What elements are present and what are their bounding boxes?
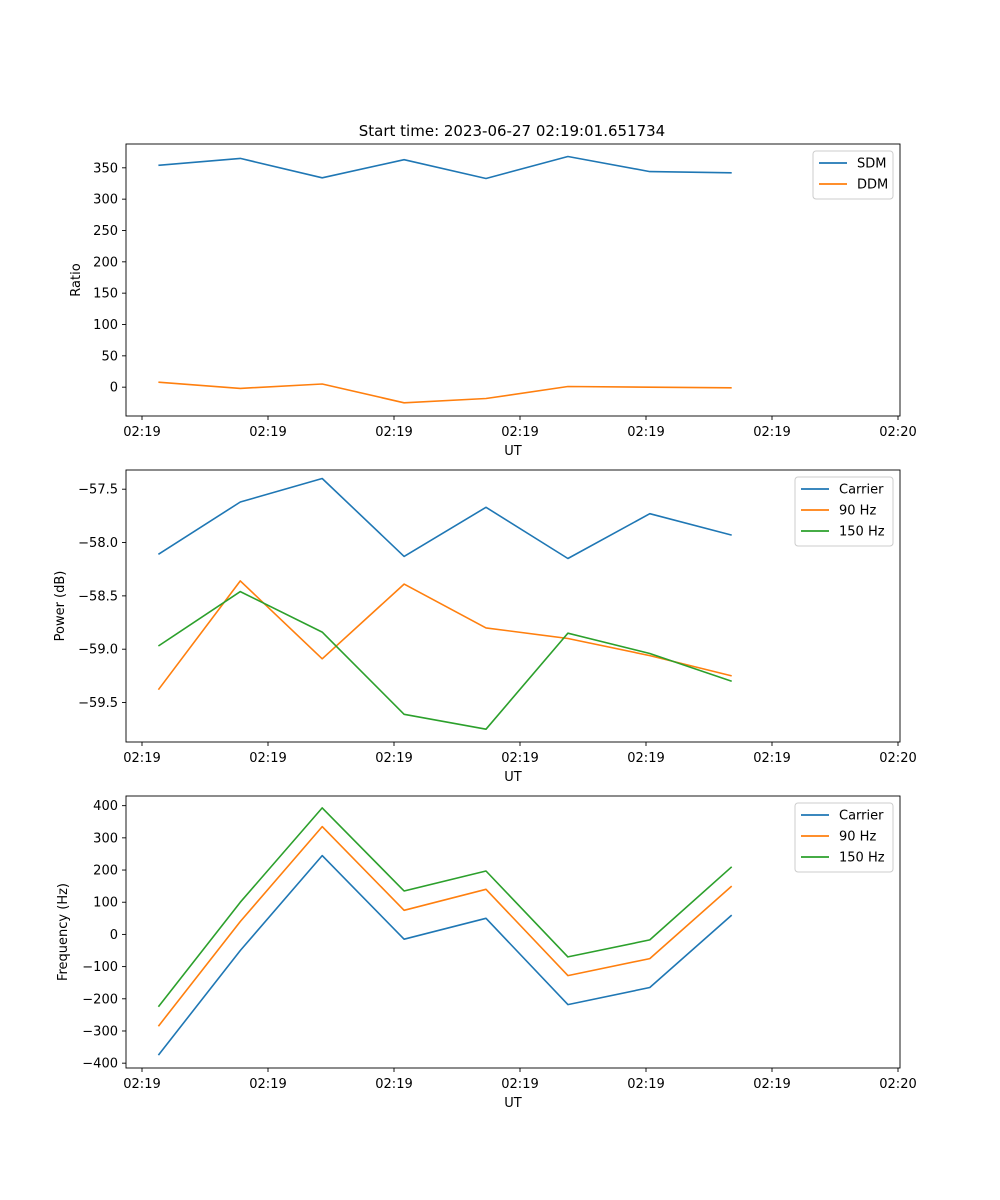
y-tick-label: 250 xyxy=(93,224,118,239)
y-tick-label: 200 xyxy=(93,864,118,879)
y-tick-label: 400 xyxy=(93,799,118,814)
legend-label: SDM xyxy=(857,157,886,172)
x-tick-label: 02:19 xyxy=(627,1077,664,1092)
y-tick-label: 100 xyxy=(93,896,118,911)
legend-label: 150 Hz xyxy=(839,851,885,866)
y-tick-label: −58.5 xyxy=(78,589,118,604)
legend: Carrier 90 Hz 150 Hz xyxy=(794,802,894,873)
x-tick-label: 02:19 xyxy=(249,1077,286,1092)
x-tick-label: 02:19 xyxy=(123,751,160,766)
legend-label: 90 Hz xyxy=(839,830,876,845)
x-tick-label: 02:19 xyxy=(627,751,664,766)
y-tick-label: 350 xyxy=(93,161,118,176)
x-tick-label: 02:20 xyxy=(879,425,916,440)
legend-label: Carrier xyxy=(839,483,884,498)
x-tick-label: 02:19 xyxy=(501,1077,538,1092)
y-axis-label: Ratio xyxy=(69,263,84,296)
axes-frame xyxy=(125,143,901,417)
x-tick-label: 02:19 xyxy=(375,425,412,440)
x-axis-label: UT xyxy=(504,770,522,785)
panel-1: 02:19 02:19 02:19 02:19 02:19 02:19 02:20 0 50 10… xyxy=(69,143,917,459)
x-tick-label: 02:19 xyxy=(123,1077,160,1092)
legend-box xyxy=(794,476,894,547)
x-axis-label: UT xyxy=(504,444,522,459)
y-axis-label: Frequency (Hz) xyxy=(56,883,71,981)
axes-frame xyxy=(125,795,901,1069)
series-line-150-hz xyxy=(157,807,733,1008)
y-tick-label: 300 xyxy=(93,831,118,846)
panel-2: 02:19 02:19 02:19 02:19 02:19 02:19 02:20 −59.5… xyxy=(53,469,917,785)
panel-3: 02:19 02:19 02:19 02:19 02:19 02:19 02:20 −400 −… xyxy=(56,795,917,1111)
y-axis-label: Power (dB) xyxy=(53,571,68,642)
y-tick-label: −400 xyxy=(82,1057,118,1072)
y-tick-label: 0 xyxy=(110,381,118,396)
y-tick-label: −300 xyxy=(82,1024,118,1039)
x-tick-label: 02:19 xyxy=(123,425,160,440)
legend-label: 90 Hz xyxy=(839,504,876,519)
legend-label: 150 Hz xyxy=(839,525,885,540)
y-tick-label: −57.5 xyxy=(78,483,118,498)
x-tick-label: 02:19 xyxy=(501,751,538,766)
legend-box xyxy=(794,802,894,873)
series-line-ddm xyxy=(158,381,732,404)
y-tick-label: 50 xyxy=(101,349,118,364)
y-tick-label: 150 xyxy=(93,287,118,302)
legend-label: Carrier xyxy=(839,809,884,824)
x-tick-label: 02:19 xyxy=(753,425,790,440)
series-line-150-hz xyxy=(157,590,732,731)
series-line-90-hz xyxy=(157,825,733,1027)
series-line-90-hz xyxy=(157,580,732,691)
legend: Carrier 90 Hz 150 Hz xyxy=(794,476,894,547)
x-tick-label: 02:20 xyxy=(879,751,916,766)
chart-title: Start time: 2023-06-27 02:19:01.651734 xyxy=(359,122,665,140)
x-tick-label: 02:19 xyxy=(375,1077,412,1092)
x-tick-label: 02:19 xyxy=(249,751,286,766)
x-axis-label: UT xyxy=(504,1096,522,1111)
x-tick-label: 02:19 xyxy=(375,751,412,766)
x-tick-label: 02:19 xyxy=(249,425,286,440)
series-line-carrier xyxy=(157,477,732,560)
x-tick-label: 02:19 xyxy=(753,1077,790,1092)
axes-frame xyxy=(125,469,901,743)
series-line-sdm xyxy=(158,155,732,180)
legend: SDM DDM xyxy=(812,150,894,200)
y-tick-label: −100 xyxy=(82,960,118,975)
y-tick-label: 300 xyxy=(93,193,118,208)
legend-label: DDM xyxy=(857,178,888,193)
y-tick-label: 100 xyxy=(93,318,118,333)
x-tick-label: 02:19 xyxy=(501,425,538,440)
y-tick-label: 0 xyxy=(110,928,118,943)
x-tick-label: 02:19 xyxy=(627,425,664,440)
y-tick-label: −59.5 xyxy=(78,696,118,711)
y-tick-label: −59.0 xyxy=(78,643,118,658)
x-tick-label: 02:19 xyxy=(753,751,790,766)
y-tick-label: 200 xyxy=(93,255,118,270)
x-tick-label: 02:20 xyxy=(879,1077,916,1092)
y-tick-label: −200 xyxy=(82,992,118,1007)
y-tick-label: −58.0 xyxy=(78,536,118,551)
series-line-carrier xyxy=(157,854,733,1056)
